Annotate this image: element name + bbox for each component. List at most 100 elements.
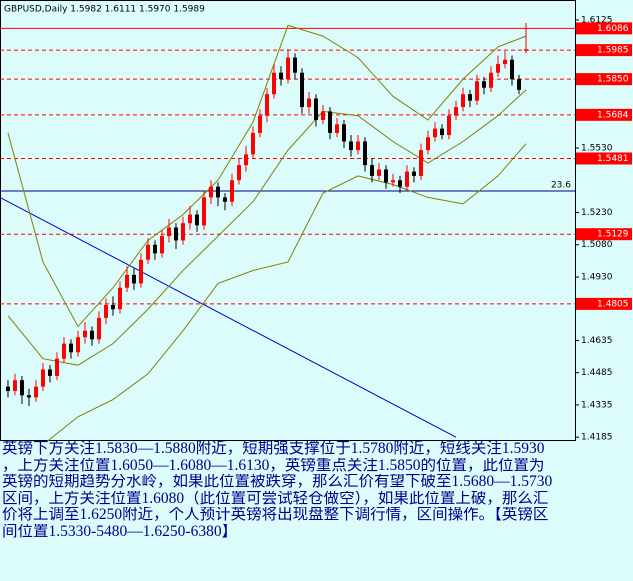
candle-body <box>201 197 206 226</box>
candle-body <box>425 137 430 151</box>
level-label: 1.5684 <box>597 110 629 120</box>
candle-body <box>467 94 472 101</box>
candle-body <box>194 214 199 226</box>
candle-body <box>292 57 297 73</box>
level-label: 1.5985 <box>597 46 629 56</box>
candle-body <box>215 186 220 198</box>
level-label: 1.5481 <box>597 154 629 164</box>
candle-body <box>460 94 465 108</box>
candle-body <box>446 115 451 136</box>
candle-body <box>12 380 17 391</box>
candle-body <box>82 330 87 338</box>
level-tag <box>576 73 632 86</box>
candle-body <box>131 274 136 284</box>
candle-body <box>19 380 24 396</box>
candle-body <box>418 150 423 176</box>
chart: GBPUSD,Daily 1.5982 1.6111 1.5970 1.5989… <box>0 0 633 446</box>
commentary-line: 英镑的短期趋势分水岭，如果此位置被跌穿，那么汇价有望下破至1.5680—1.57… <box>2 474 553 490</box>
candle-body <box>404 171 409 187</box>
y-tick-label: 1.4185 <box>581 433 613 441</box>
y-tick-label: 1.4635 <box>581 336 613 346</box>
candle-body <box>369 165 374 176</box>
level-tag <box>576 152 632 165</box>
candle-body <box>285 57 290 80</box>
y-tick-label: 1.4485 <box>581 368 613 378</box>
candle-body <box>152 244 157 254</box>
candle-body <box>96 317 101 340</box>
candle-body <box>61 343 66 359</box>
trend-line <box>0 196 457 438</box>
candle-body <box>124 274 129 288</box>
candle-body <box>271 72 276 95</box>
candle-body <box>516 79 521 90</box>
level-label: 1.4805 <box>597 299 629 309</box>
commentary-line: ，上方关注位置1.6050—1.6080—1.6130，英镑重点关注1.5850… <box>2 457 545 474</box>
candle-body <box>278 72 283 80</box>
chart-background <box>0 0 633 441</box>
candle-body <box>166 227 171 237</box>
candle-body <box>138 259 143 284</box>
bollinger-middle <box>7 89 527 366</box>
candle-body <box>250 132 255 155</box>
candle-body <box>89 330 94 340</box>
y-tick-label: 1.4930 <box>581 272 613 282</box>
candle-body <box>411 171 416 176</box>
candle-body <box>502 59 507 65</box>
bollinger-upper <box>7 24 527 328</box>
candle-body <box>488 72 493 88</box>
candle-body <box>320 111 325 120</box>
candle-body <box>453 107 458 116</box>
level-label: 1.5129 <box>597 230 629 240</box>
candle-body <box>523 49 528 51</box>
bollinger-lower <box>7 143 527 446</box>
candle-body <box>145 244 150 260</box>
candle-body <box>334 124 339 133</box>
candle-body <box>481 81 486 88</box>
level-tag <box>576 228 632 241</box>
candle-body <box>439 128 444 136</box>
chart-title: GBPUSD,Daily 1.5982 1.6111 1.5970 1.5989 <box>4 5 205 15</box>
candle-body <box>222 197 227 202</box>
candle-body <box>5 386 10 391</box>
candle-body <box>208 186 213 198</box>
candle-body <box>33 386 38 398</box>
candle-body <box>257 115 262 133</box>
candle-body <box>390 180 395 183</box>
candle-body <box>432 128 437 138</box>
candle-body <box>362 141 367 166</box>
candle-body <box>299 72 304 108</box>
candle-body <box>75 337 80 353</box>
candle-body <box>474 81 479 101</box>
candle-body <box>243 154 248 166</box>
candle-body <box>236 165 241 181</box>
candle-body <box>40 369 45 387</box>
y-tick-label: 1.5230 <box>581 208 613 218</box>
candle-body <box>229 180 234 202</box>
candle-body <box>26 395 31 398</box>
commentary-line: 区间，上方关注位置1.6080（此位置可尝试轻仓做空），如果此位置上破，那么汇 <box>2 490 549 507</box>
candle-body <box>103 304 108 318</box>
plot-frame <box>0 0 576 441</box>
level-tag <box>576 297 632 310</box>
level-label: 1.6086 <box>597 24 629 34</box>
commentary-line: 价将上调至1.6250附近，个人预计英镑将出现盘整下调行情，区间操作。【英镑区 <box>2 507 549 523</box>
candle-body <box>495 64 500 73</box>
y-tick-label: 1.5530 <box>581 143 613 153</box>
candle-body <box>110 304 115 310</box>
candle-body <box>376 169 381 176</box>
candle-body <box>187 214 192 224</box>
y-tick-label: 1.6125 <box>581 16 613 26</box>
candle-body <box>173 227 178 241</box>
candle-body <box>383 169 388 183</box>
candle-body <box>327 111 332 133</box>
candle-body <box>313 98 318 120</box>
level-label: 1.5850 <box>597 75 629 85</box>
y-tick-label: 1.4335 <box>581 400 613 410</box>
candle-body <box>348 141 353 151</box>
commentary: 英镑下方关注1.5830—1.5880附近，短期强支撑位于1.5780附近，短线… <box>2 441 633 540</box>
candle-body <box>306 98 311 108</box>
candle-body <box>54 358 59 376</box>
level-tag <box>576 22 632 35</box>
candle-body <box>68 343 73 353</box>
